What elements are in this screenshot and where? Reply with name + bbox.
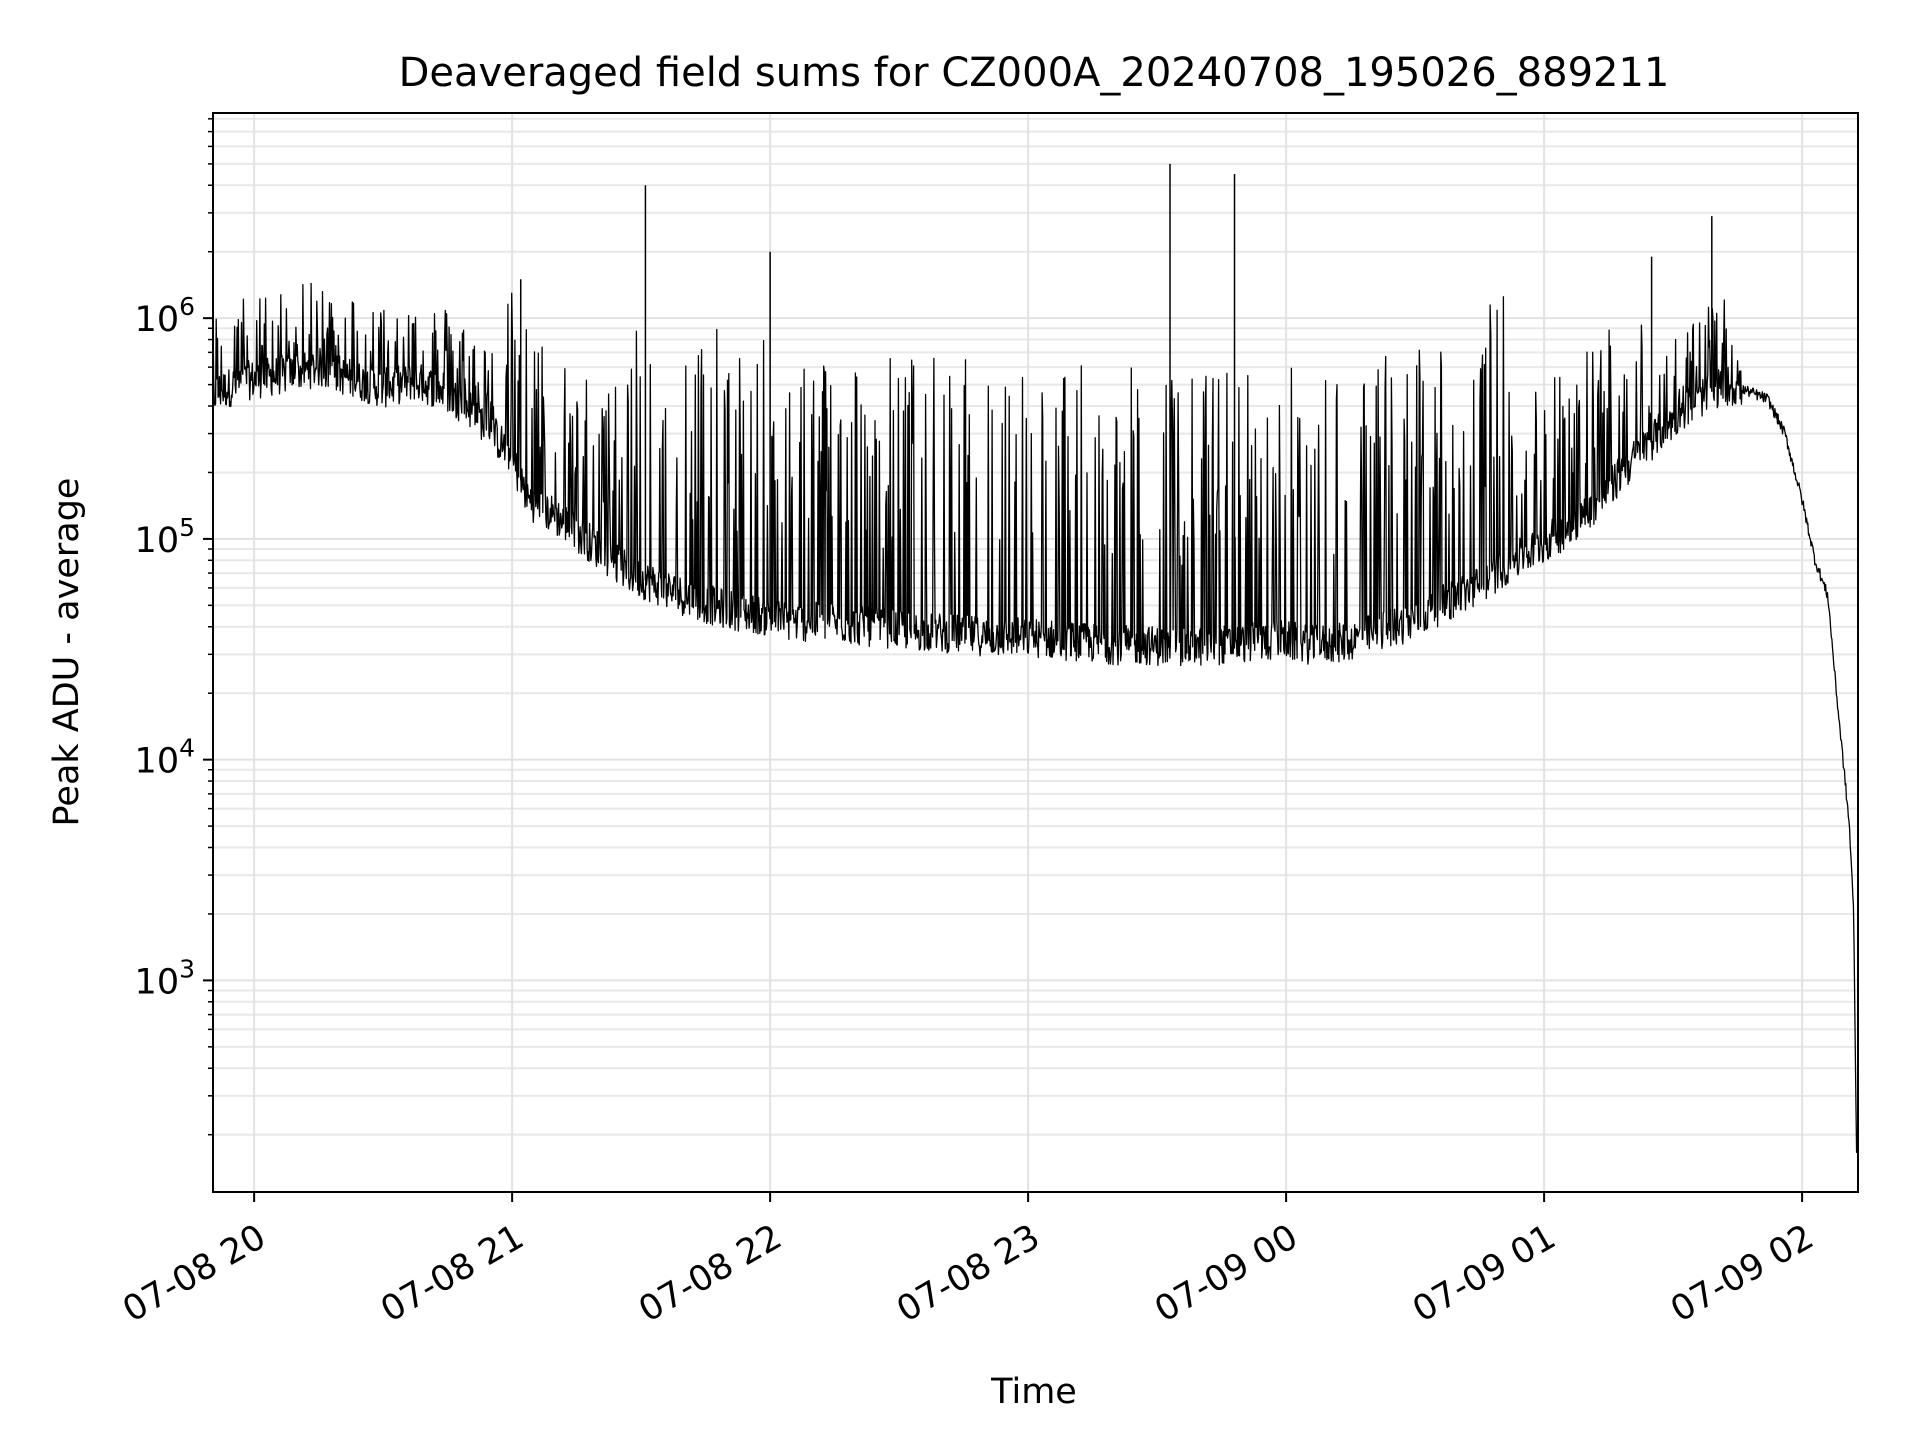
y-axis-ticks: 103 104 105 106 xyxy=(135,118,213,1136)
series-layer xyxy=(213,163,1858,1154)
chart-title: Deaveraged field sums for CZ000A_2024070… xyxy=(399,50,1670,96)
plot-frame xyxy=(212,112,1859,1193)
series-line xyxy=(213,282,1858,1154)
y-tick-label: 104 xyxy=(135,734,195,782)
y-axis-label: Peak ADU - average xyxy=(47,478,87,827)
y-tick-label: 106 xyxy=(135,292,195,340)
plot-area xyxy=(213,163,1858,1154)
y-tick-label: 105 xyxy=(135,513,195,561)
x-axis-label: Time xyxy=(990,1372,1077,1412)
y-tick-label: 103 xyxy=(135,954,195,1002)
grid-lines xyxy=(213,113,1858,1192)
